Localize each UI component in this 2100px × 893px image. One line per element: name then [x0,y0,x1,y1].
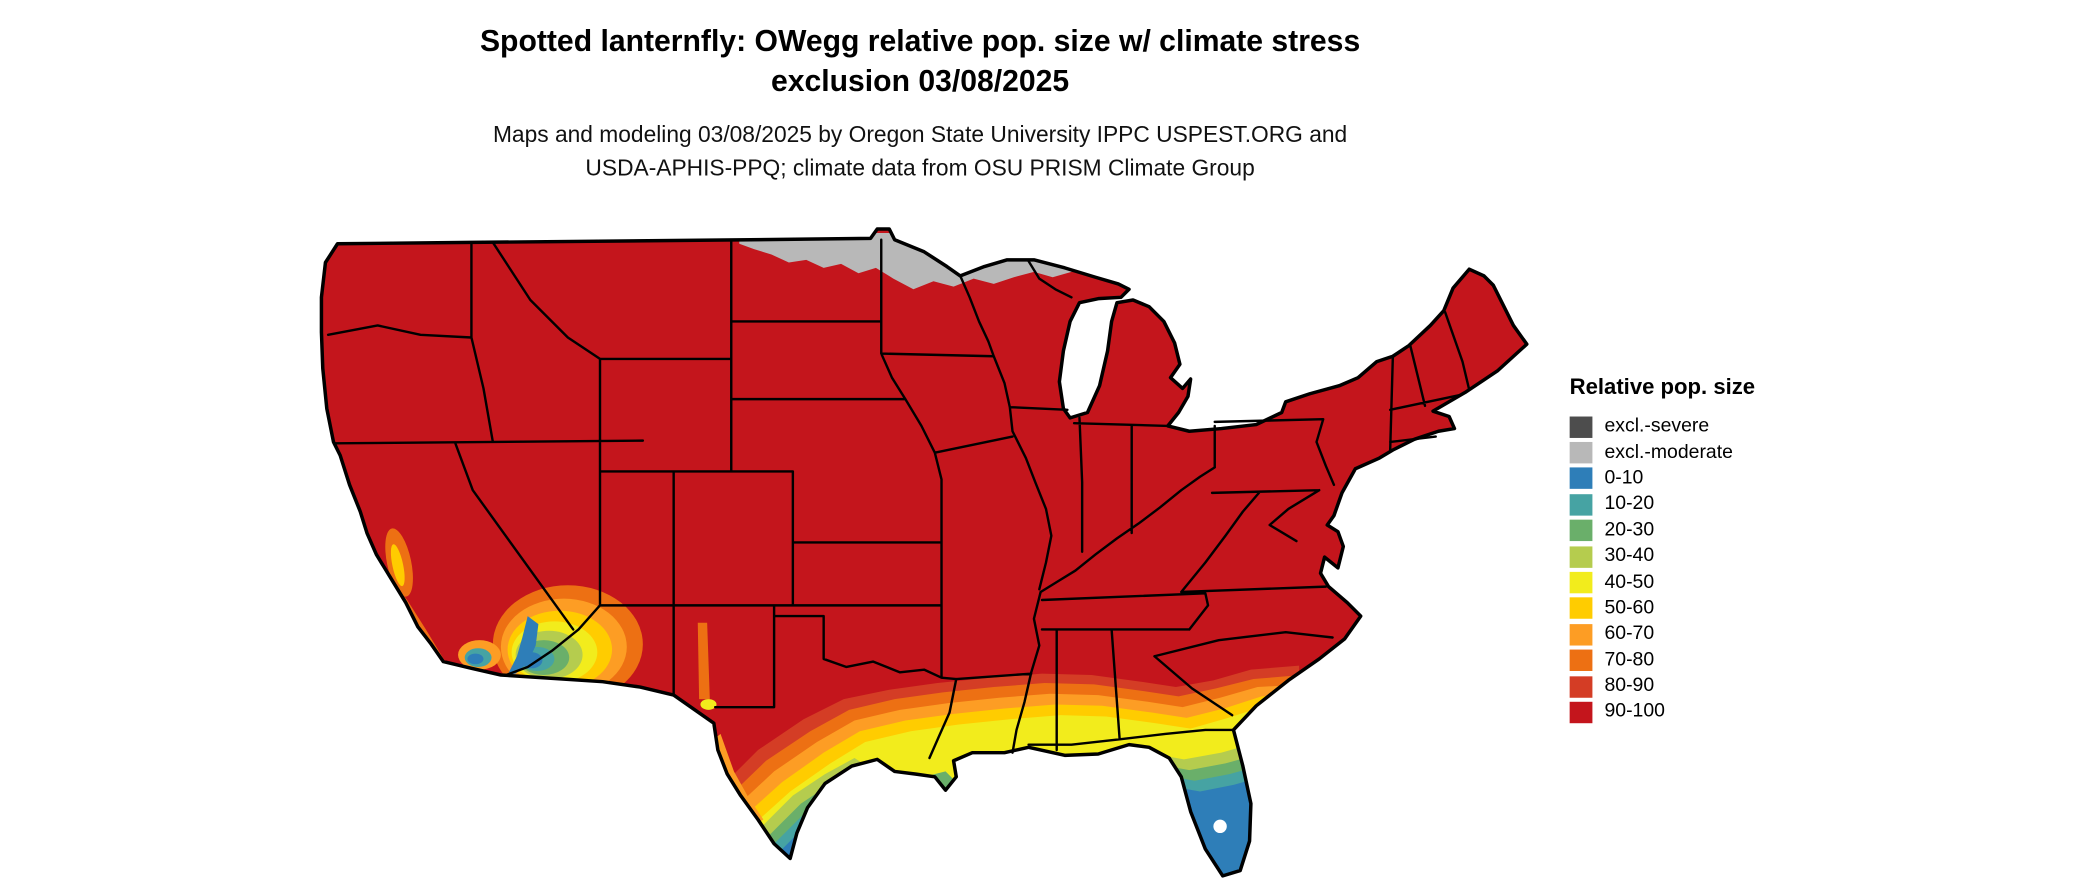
map-subtitle-line1: Maps and modeling 03/08/2025 by Oregon S… [492,121,1348,148]
map-subtitle: Maps and modeling 03/08/2025 by Oregon S… [0,118,1840,185]
legend-swatch [1569,519,1593,542]
legend-item: 80-90 [1569,674,1755,700]
legend-item: 70-80 [1569,648,1755,674]
legend-label: 0-10 [1604,467,1644,489]
legend-item: excl.-severe [1569,414,1755,440]
legend-item: 50-60 [1569,596,1755,622]
legend-label: 90-100 [1604,701,1665,723]
legend-swatch [1569,675,1593,698]
legend-title: Relative pop. size [1569,375,1756,400]
legend: Relative pop. size excl.-severe excl.-mod… [1569,375,1756,726]
legend-item: 0-10 [1569,466,1755,492]
legend-label: 20-30 [1604,519,1655,541]
legend-swatch [1569,571,1593,594]
map-imperial-0-10 [467,653,484,665]
legend-swatch [1569,701,1593,724]
map-colorado-river-strip [507,616,539,676]
legend-swatch [1569,468,1593,490]
title-block: Spotted lanternfly: OWegg relative pop. … [0,21,1840,184]
us-outline [319,227,1529,878]
map-nm-river-strip [697,622,710,700]
legend-item: 10-20 [1569,492,1755,518]
legend-label: 40-50 [1604,571,1655,593]
legend-swatch [1569,597,1593,620]
legend-item: 60-70 [1569,622,1755,648]
legend-item: 40-50 [1569,570,1755,596]
map-lake-okeechobee [1213,819,1227,834]
legend-swatch [1569,545,1593,568]
legend-label: 10-20 [1604,493,1655,515]
state-borders [326,238,1471,760]
legend-item: 30-40 [1569,544,1755,570]
legend-swatch [1569,623,1593,646]
legend-label: 80-90 [1604,675,1655,697]
map-elpaso-valley [700,699,717,710]
legend-label: excl.-moderate [1604,441,1733,463]
map-title-line2: exclusion 03/08/2025 [770,64,1070,98]
map-base-region [321,229,1527,876]
legend-label: excl.-severe [1604,415,1710,437]
legend-swatch [1569,649,1593,672]
legend-items: excl.-severe excl.-moderate 0-10 10-20 20-30… [1569,414,1755,726]
legend-swatch [1569,494,1593,516]
legend-label: 50-60 [1604,597,1655,619]
legend-label: 60-70 [1604,623,1655,645]
legend-label: 30-40 [1604,545,1655,567]
map-subtitle-line2: USDA-APHIS-PPQ; climate data from OSU PR… [585,155,1255,181]
legend-item: 20-30 [1569,518,1755,544]
legend-item: excl.-moderate [1569,440,1755,466]
map-title-line1: Spotted lanternfly: OWegg relative pop. … [479,24,1361,58]
map-central-valley-50-60 [390,544,405,587]
map-riogrande-fringe [713,733,764,826]
legend-label: 70-80 [1604,649,1655,671]
legend-swatch [1569,416,1593,438]
legend-swatch [1569,442,1593,464]
legend-item: 90-100 [1569,700,1755,726]
